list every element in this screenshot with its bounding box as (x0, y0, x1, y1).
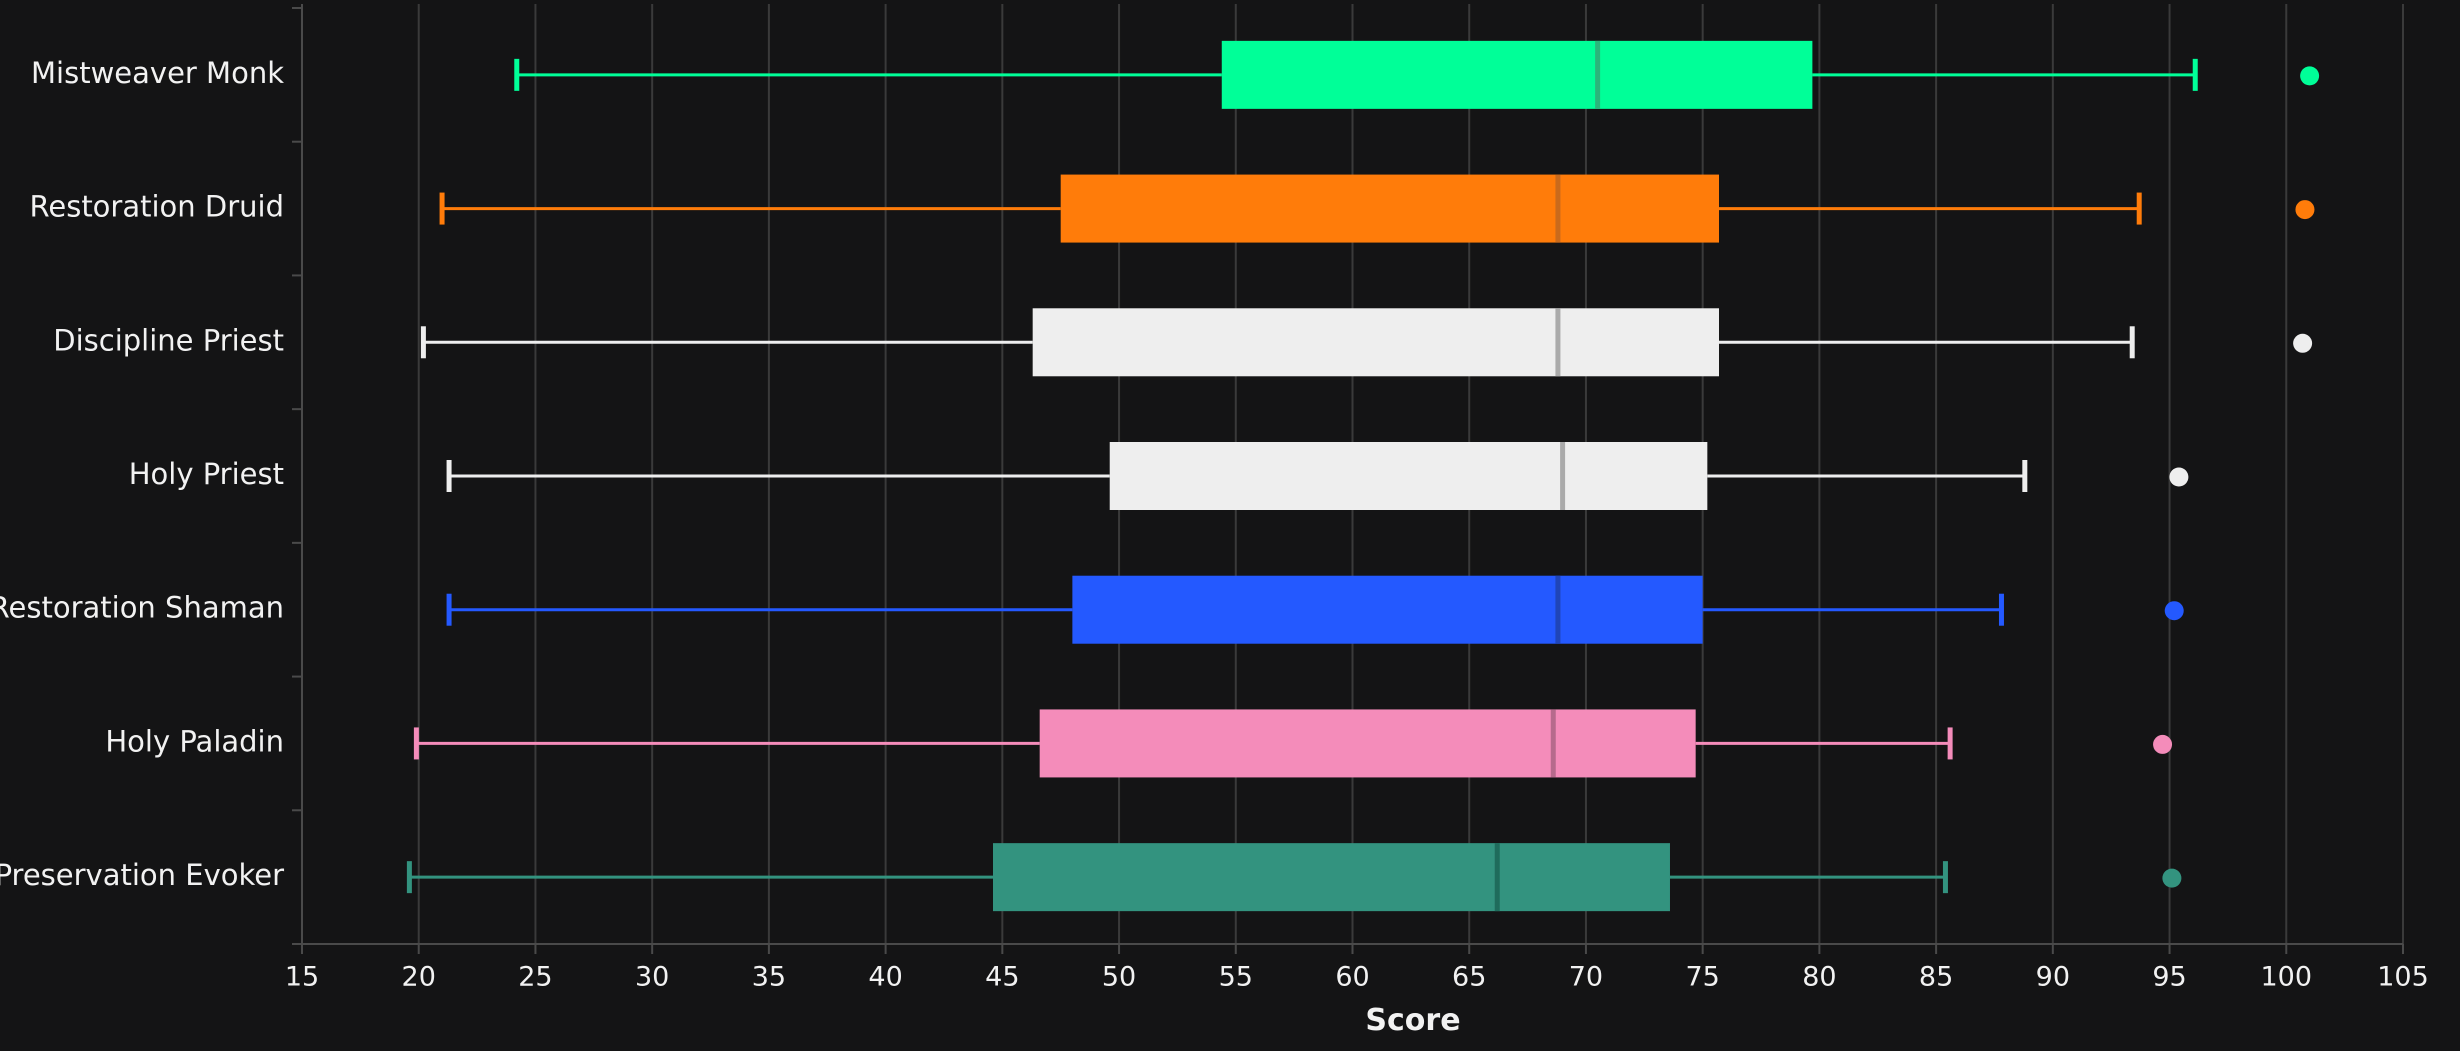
box-mistweaver-monk: Mistweaver Monk (31, 40, 2320, 109)
x-tick-label: 65 (1452, 962, 1486, 993)
box-preservation-evoker: Preservation Evoker (0, 843, 2182, 912)
x-tick-label: 55 (1219, 962, 1253, 993)
x-tick-label: 35 (752, 962, 786, 993)
iqr-box (1109, 442, 1708, 510)
x-tick-label: 100 (2261, 962, 2313, 993)
grid-lines (417, 4, 2404, 944)
x-tick-label: 30 (635, 962, 669, 993)
x-tick-label: 15 (285, 962, 319, 993)
box-restoration-shaman: Restoration Shaman (0, 575, 2184, 644)
outlier-point (2164, 601, 2184, 621)
axes: 15 20 25 30 35 40 45 50 55 60 65 70 75 80 85 90 95 100 105 (285, 4, 2429, 993)
x-tick-label: 60 (1335, 962, 1369, 993)
outlier-point (2169, 467, 2189, 487)
x-tick-label: 25 (518, 962, 552, 993)
x-tick-label: 40 (868, 962, 902, 993)
x-tick-label: 20 (402, 962, 436, 993)
box-holy-paladin: Holy Paladin (105, 709, 2173, 778)
category-label: Preservation Evoker (0, 858, 284, 892)
x-tick-label: 90 (2036, 962, 2070, 993)
category-label: Holy Priest (129, 457, 284, 491)
category-label: Restoration Druid (30, 190, 284, 224)
iqr-box (1072, 575, 1703, 644)
category-label: Discipline Priest (53, 323, 284, 357)
outlier-point (2162, 868, 2182, 888)
outlier-point (2295, 200, 2315, 220)
iqr-box (1221, 40, 1813, 109)
outlier-point (2153, 734, 2173, 754)
x-tick-label: 105 (2377, 962, 2429, 993)
outlier-point (2293, 333, 2313, 353)
box-discipline-priest: Discipline Priest (53, 308, 2313, 377)
iqr-box (992, 843, 1670, 912)
iqr-box (1060, 174, 1720, 243)
x-tick-label: 80 (1802, 962, 1836, 993)
outlier-point (2300, 66, 2320, 86)
category-label: Holy Paladin (105, 724, 284, 758)
x-tick-label: 70 (1569, 962, 1603, 993)
category-label: Mistweaver Monk (31, 56, 284, 90)
x-tick-label: 85 (1919, 962, 1953, 993)
iqr-box (1032, 308, 1720, 377)
x-axis-title: Score (1365, 1003, 1460, 1038)
category-label: Restoration Shaman (0, 591, 284, 625)
box-restoration-druid: Restoration Druid (30, 174, 2315, 243)
iqr-box (1039, 709, 1696, 778)
plot-area: Mistweaver Monk Restoration Druid Discipli… (0, 40, 2320, 912)
box-holy-priest: Holy Priest (129, 442, 2189, 510)
x-tick-label: 95 (2152, 962, 2186, 993)
x-tick-label: 45 (985, 962, 1019, 993)
x-tick-label: 50 (1102, 962, 1136, 993)
x-tick-label: 75 (1685, 962, 1719, 993)
